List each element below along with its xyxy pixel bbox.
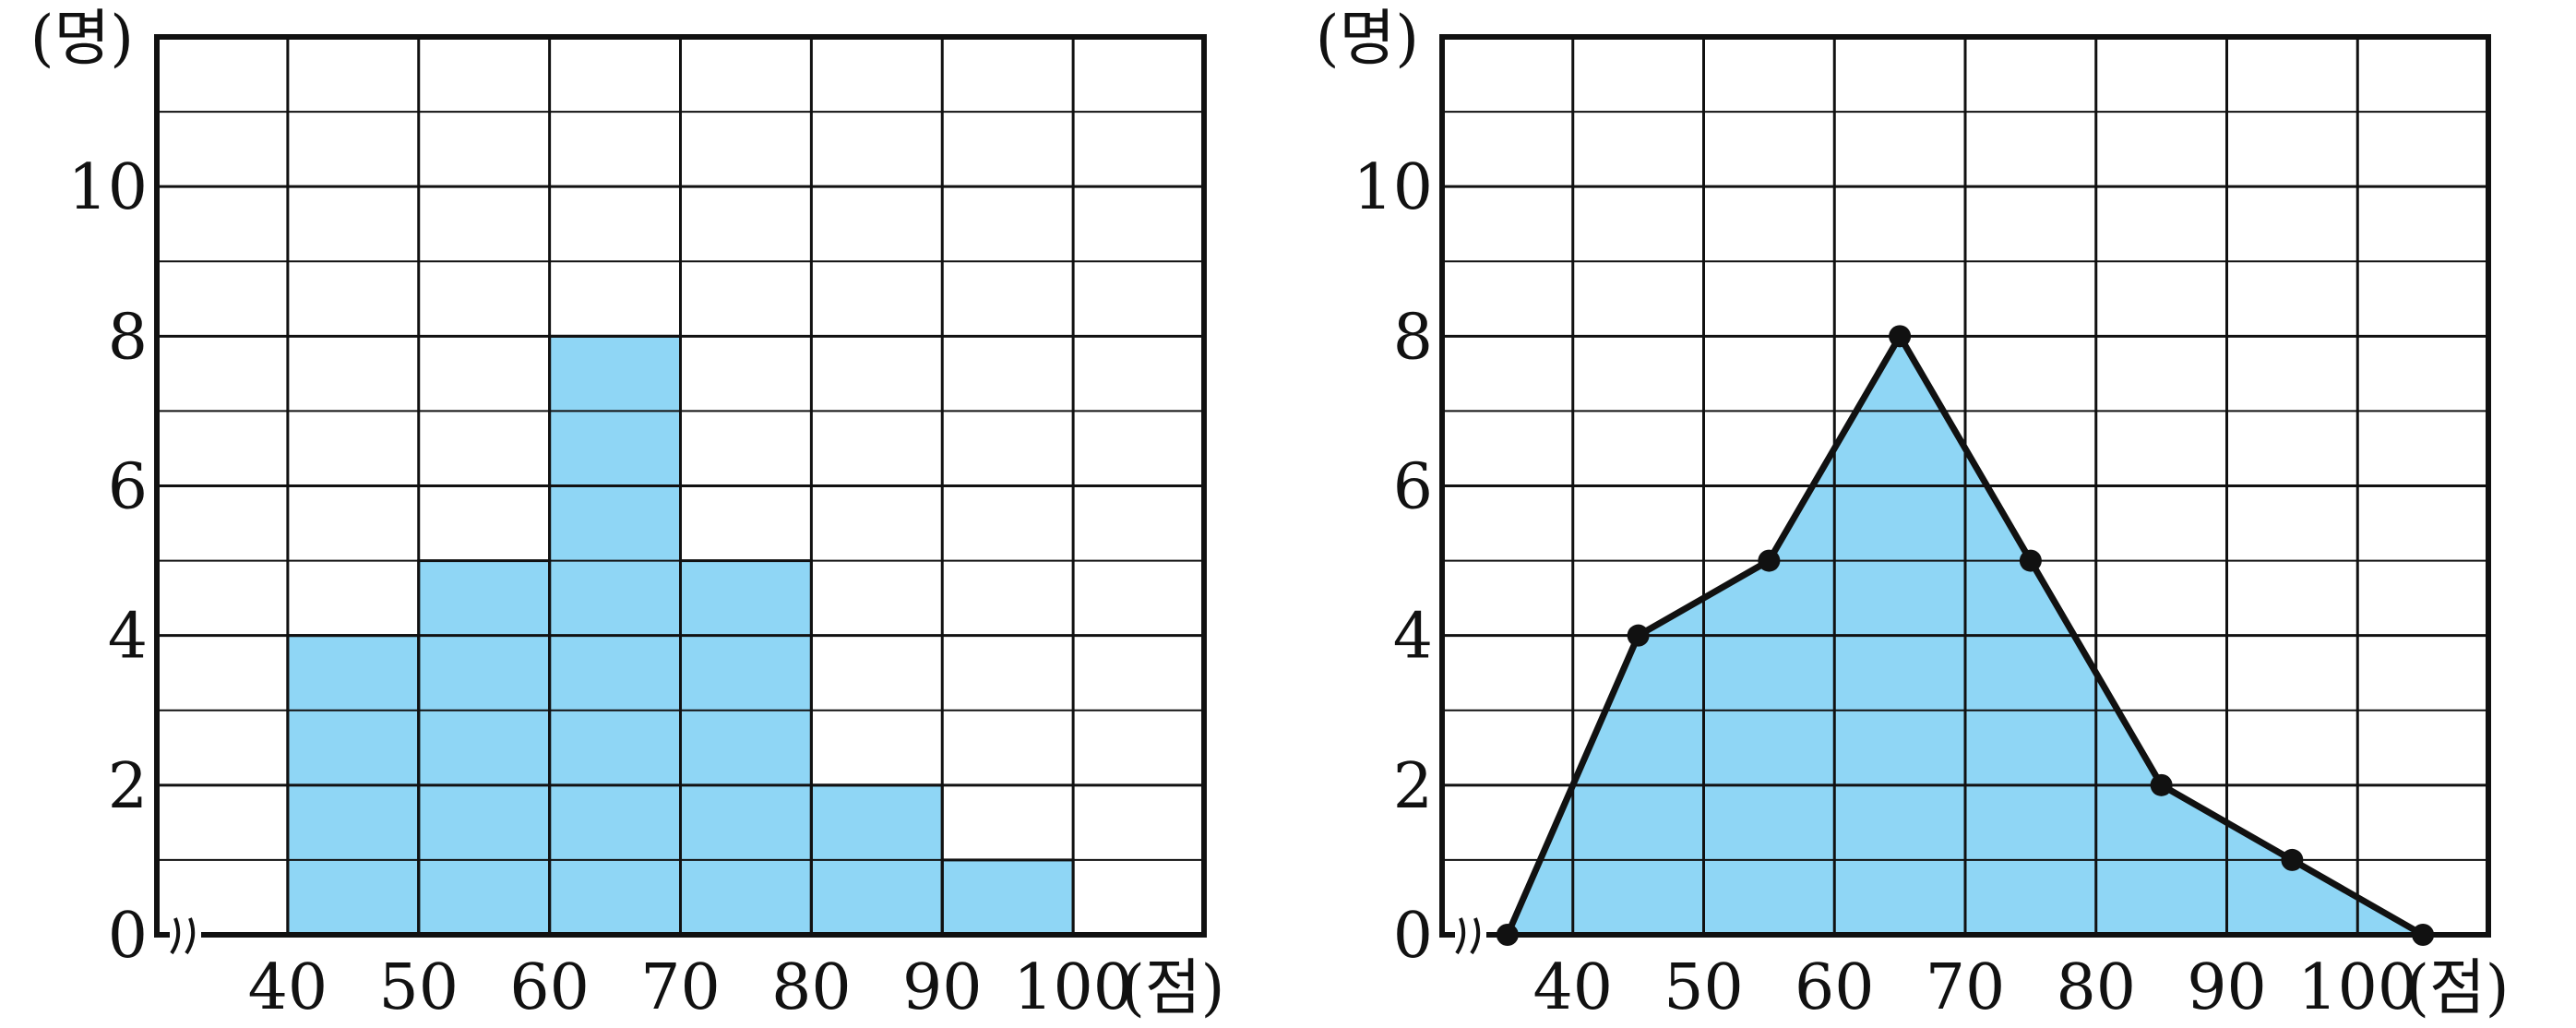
x-tick-label-40: 40 xyxy=(1532,951,1613,1024)
x-tick-label-40: 40 xyxy=(248,951,328,1024)
axis-break-mark-b xyxy=(1470,917,1481,955)
axis-break-mark-a xyxy=(1455,917,1466,955)
y-tick-label-2: 2 xyxy=(108,750,148,823)
x-axis-unit: (점) xyxy=(2405,952,2509,1023)
y-tick-label-6: 6 xyxy=(1393,451,1433,524)
x-axis-unit: (점) xyxy=(1121,952,1224,1023)
x-tick-label-100: 100 xyxy=(1013,951,1133,1024)
histogram-chart: 0 2 4 6 8 10 40 50 60 70 80 90 100 (명) (점) xyxy=(30,3,1225,1024)
polygon-point-35 xyxy=(1496,924,1519,946)
polygon-point-105 xyxy=(2412,924,2435,946)
x-tick-label-60: 60 xyxy=(1795,951,1875,1024)
polygon-point-45 xyxy=(1627,624,1650,647)
polygon-series-line xyxy=(1504,332,2425,938)
frequency-polygon-chart: 0 2 4 6 8 10 40 50 60 70 80 90 100 (명) (점) xyxy=(1316,3,2510,1024)
plot-frame xyxy=(1439,34,2491,938)
polygon-point-95 xyxy=(2281,848,2304,871)
y-tick-label-10: 10 xyxy=(1353,151,1433,224)
plot-frame xyxy=(154,34,1207,938)
x-tick-label-50: 50 xyxy=(378,951,459,1024)
polygon-point-85 xyxy=(2150,773,2173,796)
x-tick-label-60: 60 xyxy=(509,951,590,1024)
y-axis-unit: (명) xyxy=(30,3,134,74)
polygon-point-65 xyxy=(1889,325,1912,348)
x-tick-label-100: 100 xyxy=(2297,951,2417,1024)
x-tick-label-50: 50 xyxy=(1664,951,1744,1024)
y-tick-label-0: 0 xyxy=(108,900,148,973)
histogram-bar-50-60 xyxy=(418,560,550,935)
x-tick-label-80: 80 xyxy=(2056,951,2136,1024)
x-tick-label-70: 70 xyxy=(1926,951,2006,1024)
axis-break-mark-b xyxy=(185,917,196,955)
x-tick-label-80: 80 xyxy=(771,951,852,1024)
y-tick-label-6: 6 xyxy=(108,451,148,524)
y-tick-label-10: 10 xyxy=(67,151,148,224)
y-tick-label-8: 8 xyxy=(1393,301,1433,374)
y-tick-label-0: 0 xyxy=(1393,900,1433,973)
polygon-point-75 xyxy=(2019,549,2042,572)
y-axis-unit: (명) xyxy=(1316,3,1419,74)
histogram-bar-70-80 xyxy=(680,560,812,935)
axis-break-mark-a xyxy=(170,917,181,955)
y-tick-label-2: 2 xyxy=(1393,750,1433,823)
x-tick-label-90: 90 xyxy=(902,951,983,1024)
y-tick-label-4: 4 xyxy=(108,601,148,674)
x-tick-label-90: 90 xyxy=(2187,951,2267,1024)
histogram-bar-90-100 xyxy=(942,859,1074,935)
y-tick-label-8: 8 xyxy=(108,301,148,374)
polygon-point-55 xyxy=(1758,549,1781,572)
x-tick-label-70: 70 xyxy=(640,951,721,1024)
y-tick-label-4: 4 xyxy=(1393,601,1433,674)
